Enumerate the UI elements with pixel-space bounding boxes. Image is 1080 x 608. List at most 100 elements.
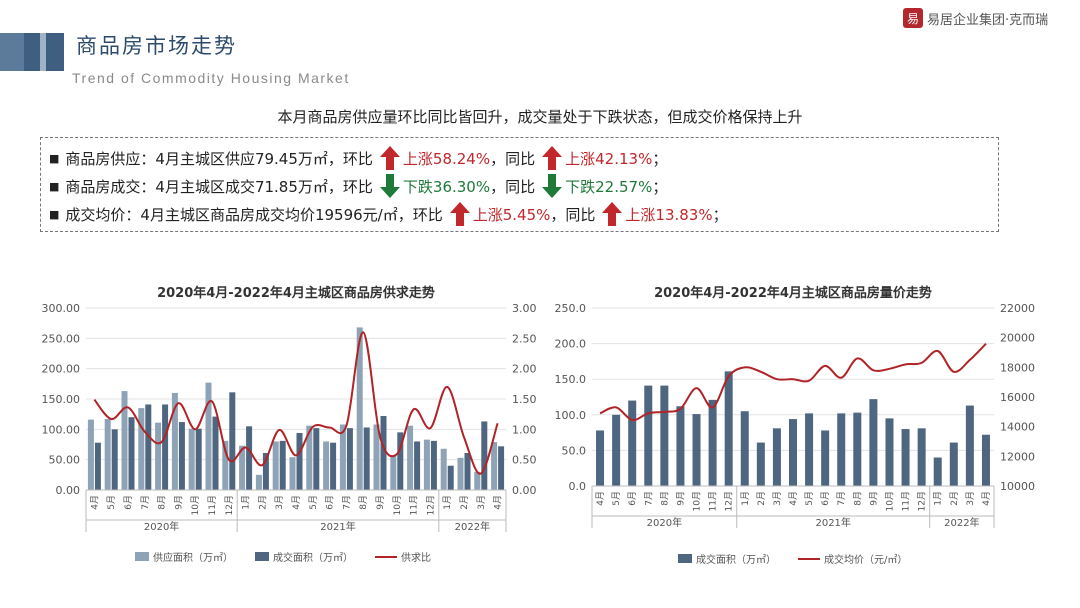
x-tick-label: 5月: [106, 495, 117, 510]
summary-headline: 本月商品房供应量环比同比皆回升，成交量处于下跌状态，但成交价格保持上升: [277, 108, 803, 126]
mom-change: 下跌36.30%: [402, 177, 491, 196]
bullet-text: 商品房成交：4月主城区成交71.85万㎡，环比: [65, 177, 373, 196]
logo-text: 易居企业集团·克而瑞: [927, 12, 1049, 28]
bar: [380, 415, 387, 490]
bar: [772, 428, 781, 486]
company-logo: 易 易居企业集团·克而瑞: [903, 8, 1048, 28]
header-accent-bar-light: [40, 33, 46, 71]
y-tick-label-left: 50.00: [49, 454, 81, 467]
x-tick-label: 3月: [772, 491, 783, 506]
x-tick-label: 4月: [595, 491, 606, 506]
x-tick-label: 3月: [965, 491, 976, 506]
year-label: 2022年: [455, 520, 490, 533]
x-tick-label: 9月: [868, 491, 879, 506]
bar: [313, 428, 320, 490]
bar: [262, 452, 269, 490]
bar: [430, 440, 437, 490]
bar: [869, 399, 878, 486]
y-tick-label-right: 0.50: [512, 454, 537, 467]
y-tick-label-left: 50.0: [562, 444, 587, 457]
mom-change: 上涨5.45%: [472, 205, 551, 224]
bar: [612, 414, 621, 486]
bar: [708, 399, 717, 486]
bar: [178, 422, 185, 490]
x-tick-label: 12月: [724, 491, 735, 511]
y-tick-label-right: 1.50: [512, 393, 537, 406]
bar: [222, 440, 229, 490]
seal-icon: 易: [903, 8, 923, 28]
series-line: [599, 342, 987, 422]
bar: [498, 446, 505, 490]
chart-title: 2020年4月-2022年4月主城区商品房供求走势: [157, 285, 435, 301]
arrow-down-icon: [542, 174, 563, 198]
page-subtitle: Trend of Commodity Housing Market: [72, 70, 350, 86]
x-tick-label: 11月: [708, 491, 719, 511]
bar: [104, 419, 111, 490]
bar: [229, 392, 236, 490]
x-tick-label: 11月: [207, 495, 218, 515]
x-tick-label: 7月: [140, 495, 151, 510]
x-tick-label: 1月: [241, 495, 252, 510]
bar: [121, 391, 128, 490]
bar: [289, 457, 296, 490]
x-tick-label: 6月: [123, 495, 134, 510]
legend-label: 成交面积（万㎡）: [273, 551, 353, 564]
year-label: 2020年: [647, 516, 682, 529]
x-tick-label: 2月: [257, 495, 268, 510]
x-tick-label: 8月: [659, 491, 670, 506]
bar: [756, 442, 765, 486]
bar: [138, 408, 145, 490]
y-tick-label-left: 150.0: [555, 373, 587, 386]
bar: [933, 457, 942, 486]
bar: [356, 327, 363, 490]
bar: [628, 400, 637, 486]
x-tick-label: 5月: [308, 495, 319, 510]
bar: [390, 456, 397, 490]
bar: [821, 430, 830, 486]
page-title: 商品房市场走势: [76, 34, 237, 58]
x-tick-label: 1月: [933, 491, 944, 506]
arrow-up-icon: [449, 202, 470, 226]
bullet-mid: ，同比: [490, 149, 536, 168]
bar: [145, 404, 152, 490]
x-tick-label: 9月: [675, 491, 686, 506]
bar: [414, 441, 421, 490]
x-tick-label: 1月: [740, 491, 751, 506]
y-tick-label-left: 250.00: [42, 332, 81, 345]
bar: [660, 385, 669, 486]
bar: [87, 419, 94, 490]
square-bullet-icon: ■: [49, 151, 60, 165]
bar: [306, 425, 313, 490]
y-tick-label-right: 20000: [1000, 332, 1035, 345]
yoy-change: 下跌22.57%: [565, 177, 653, 196]
legend-swatch: [678, 554, 692, 563]
x-tick-label: 4月: [291, 495, 302, 510]
bullet-price: ■ 成交均价：4月主城区商品房成交均价19596元/㎡，环比 上涨5.45% ，…: [49, 201, 728, 227]
x-tick-label: 3月: [274, 495, 285, 510]
x-tick-label: 9月: [173, 495, 184, 510]
bar: [491, 442, 498, 490]
arrow-up-icon: [602, 202, 623, 226]
y-tick-label-left: 150.00: [42, 393, 81, 406]
y-tick-label-right: 10000: [1000, 480, 1035, 493]
bar: [457, 457, 464, 490]
x-tick-label: 12月: [917, 491, 928, 511]
y-tick-label-left: 200.00: [42, 363, 81, 376]
x-tick-label: 10月: [392, 495, 403, 515]
bar: [363, 427, 370, 490]
bar: [464, 452, 471, 490]
square-bullet-icon: ■: [49, 207, 60, 221]
bar: [447, 465, 454, 490]
bullet-suffix: ；: [652, 149, 668, 168]
bar: [155, 422, 162, 490]
bar: [330, 442, 337, 490]
bar: [644, 385, 653, 486]
y-tick-label-right: 16000: [1000, 391, 1035, 404]
bar: [111, 429, 118, 490]
bar: [188, 428, 195, 490]
y-tick-label-right: 18000: [1000, 361, 1035, 374]
x-tick-label: 6月: [820, 491, 831, 506]
bar: [805, 413, 814, 486]
chart-title: 2020年4月-2022年4月主城区商品房量价走势: [654, 285, 932, 301]
